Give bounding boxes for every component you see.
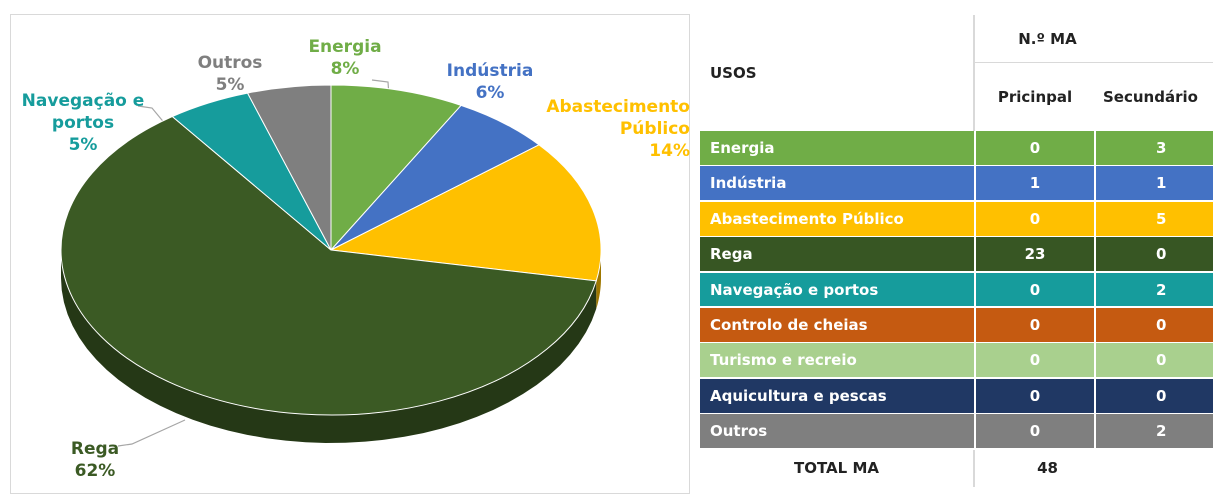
row-value: 5	[1096, 201, 1213, 236]
row-value: 0	[1096, 308, 1213, 342]
slice-side	[596, 250, 601, 309]
row-value: 0	[976, 414, 1094, 449]
pie-label: Navegação e portos 5%	[18, 90, 148, 156]
row-name: Energia	[700, 131, 974, 165]
category-label: Abastecimento Público	[546, 97, 690, 139]
row-value: 0	[976, 201, 1094, 236]
pie-label: Outros 5%	[180, 52, 280, 96]
table: USOS N.º MA Pricinpal Secundário Energia 0 3 In…	[700, 15, 1213, 487]
total-label: TOTAL MA	[700, 449, 975, 487]
pie-label: Indústria 6%	[435, 60, 545, 104]
row-name: Abastecimento Público	[700, 201, 974, 236]
total-value: 48	[975, 449, 1213, 487]
leader-line	[117, 419, 186, 447]
row-value: 3	[1096, 131, 1213, 165]
row-name: Rega	[700, 237, 974, 272]
slice	[329, 144, 602, 282]
row-value: 0	[976, 272, 1094, 307]
row-value: 1	[976, 166, 1094, 201]
slice	[246, 84, 332, 251]
row-value: 0	[976, 131, 1094, 165]
row-value: 2	[1096, 414, 1213, 449]
row-value: 0	[976, 308, 1094, 342]
row-name: Indústria	[700, 166, 974, 201]
row-value: 0	[976, 378, 1094, 413]
row-name: Outros	[700, 414, 974, 449]
category-label: Energia	[308, 37, 382, 57]
row-value: 23	[976, 237, 1094, 272]
header-group: N.º MA	[975, 15, 1213, 63]
row-name: Controlo de cheias	[700, 308, 974, 342]
value-label: 8%	[330, 59, 360, 79]
category-label: Indústria	[446, 61, 534, 81]
value-label: 62%	[74, 461, 116, 481]
row-name: Navegação e portos	[700, 272, 974, 307]
row-value: 0	[976, 343, 1094, 378]
pie-label: Abastecimento Público 14%	[520, 96, 690, 162]
row-value: 2	[1096, 272, 1213, 307]
row-value: 0	[1096, 378, 1213, 413]
category-label: Rega	[70, 439, 120, 459]
pie-sides	[61, 250, 601, 443]
row-name: Aquicultura e pescas	[700, 378, 974, 413]
row-name: Turismo e recreio	[700, 343, 974, 378]
header-column: Secundário	[1095, 63, 1213, 131]
value-label: 5%	[215, 75, 245, 95]
row-value: 1	[1096, 166, 1213, 201]
pie-label: Energia 8%	[290, 36, 400, 80]
row-value: 0	[1096, 343, 1213, 378]
value-label: 14%	[649, 141, 690, 161]
pie-tops	[60, 84, 602, 416]
slice	[60, 115, 597, 416]
value-label: 6%	[475, 83, 505, 103]
category-label: Outros	[197, 53, 263, 73]
pie-chart	[60, 79, 602, 447]
header-column: Pricinpal	[975, 63, 1095, 131]
value-label: 5%	[68, 135, 98, 155]
pie-label: Rega 62%	[55, 438, 135, 482]
slice-side	[61, 250, 597, 443]
header-usos: USOS	[700, 15, 975, 131]
row-value: 0	[1096, 237, 1213, 272]
category-label: Navegação e portos	[21, 91, 145, 133]
slice	[330, 84, 462, 252]
